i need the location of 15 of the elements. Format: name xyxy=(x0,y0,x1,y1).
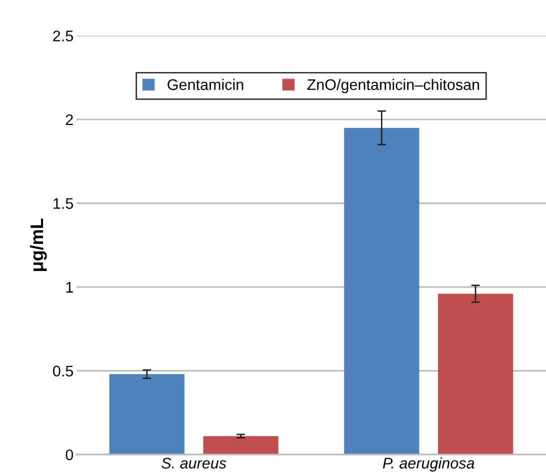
y-tick-label: 2.5 xyxy=(53,30,74,42)
legend-label: Gentamicin xyxy=(168,78,244,90)
bar xyxy=(109,374,184,455)
y-tick-label: 0.5 xyxy=(53,366,74,376)
y-axis-title: μg/mL xyxy=(30,218,47,271)
y-tick-label: 2 xyxy=(66,114,73,126)
bar xyxy=(203,436,278,455)
y-tick-label: 0 xyxy=(66,449,74,460)
x-tick-label: S. aureus xyxy=(162,458,226,469)
y-tick-label: 1 xyxy=(66,282,73,293)
bar xyxy=(438,294,514,455)
x-tick-label: P. aeruginosa xyxy=(382,457,474,472)
bar xyxy=(344,128,420,455)
legend-label: ZnO/gentamicin–chitosan xyxy=(307,78,480,94)
y-tick-label: 1.5 xyxy=(54,198,74,209)
